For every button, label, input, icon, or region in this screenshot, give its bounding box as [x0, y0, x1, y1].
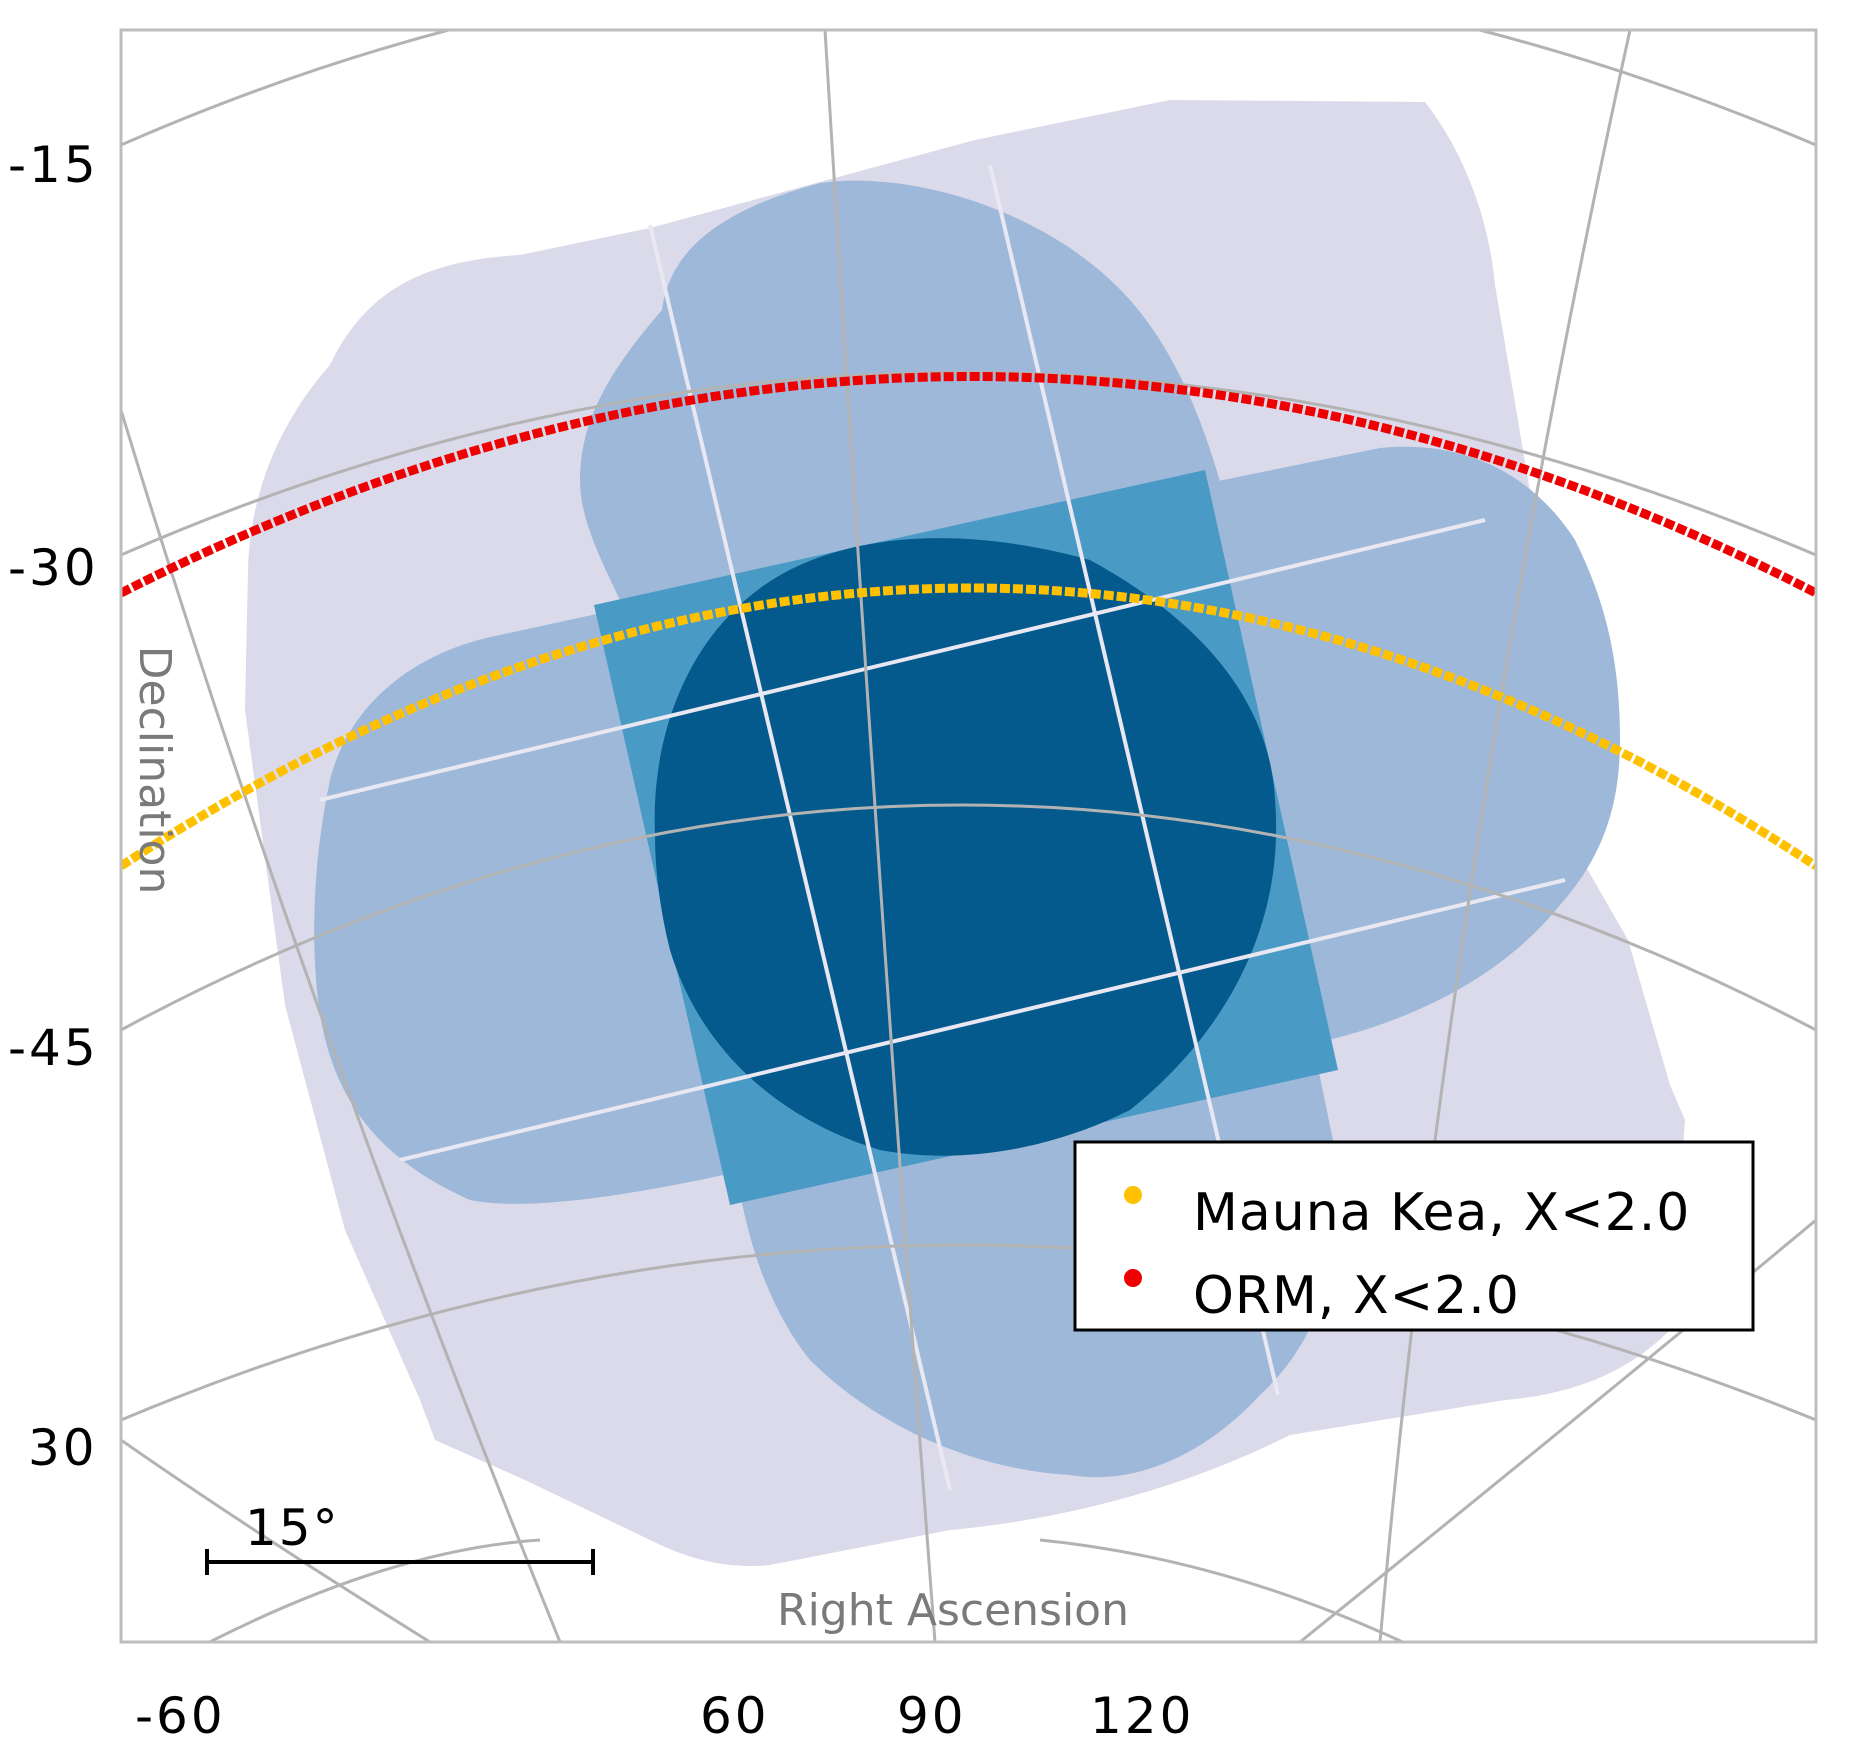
- dec-gridline: [121, 30, 1816, 147]
- x-tick-label: 60: [700, 1687, 770, 1745]
- x-tick-label: -60: [135, 1687, 226, 1745]
- chip-gap-line: [319, 518, 1486, 802]
- x-tick-label: 90: [897, 1687, 967, 1745]
- mauna-kea-limit-line: [121, 583, 1816, 870]
- legend: Mauna Kea, X<2.0 ORM, X<2.0: [1073, 1140, 1755, 1332]
- y-tick-label: -30: [8, 539, 99, 597]
- y-tick-label: -15: [8, 136, 99, 194]
- x-axis-label: Right Ascension: [777, 1585, 1129, 1636]
- x-tick-label: 120: [1090, 1687, 1194, 1745]
- legend-label-mauna-kea: Mauna Kea, X<2.0: [1193, 1183, 1690, 1243]
- ra-gridline: [121, 1438, 431, 1642]
- y-tick-label: -45: [8, 1019, 99, 1077]
- plot-frame: [119, 28, 1818, 1644]
- scale-bar: 15°: [205, 1499, 595, 1575]
- chip-gap-line: [648, 224, 952, 1491]
- y-axis-label: Declination: [129, 646, 180, 895]
- legend-box: [1073, 1140, 1755, 1332]
- plot-area: [121, 30, 1816, 1642]
- legend-marker-orm: [1124, 1269, 1142, 1287]
- ra-gridline: [1378, 30, 1632, 1642]
- y-tick-label: 30: [28, 1419, 98, 1477]
- dec-gridline: [1039, 1538, 1407, 1642]
- dec-gridline: [121, 803, 1816, 1032]
- ra-gridline: [823, 30, 937, 1642]
- legend-label-orm: ORM, X<2.0: [1193, 1266, 1520, 1326]
- coverage-region-level4-core: [654, 538, 1277, 1156]
- scale-bar-label: 15°: [245, 1499, 340, 1557]
- orm-limit-line: [121, 372, 1816, 598]
- dec-gridline: [206, 1538, 541, 1642]
- chip-gap-line: [399, 878, 1566, 1162]
- legend-marker-mauna-kea: [1124, 1186, 1142, 1204]
- ra-gridline: [121, 409, 562, 1642]
